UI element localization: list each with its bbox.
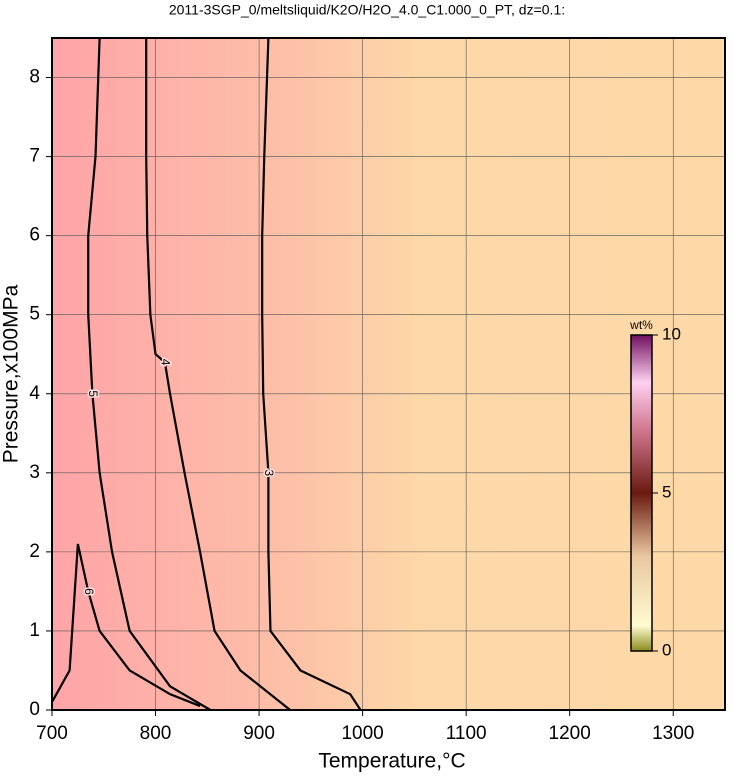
- y-tick-label: 6: [29, 225, 40, 246]
- contour-line: [145, 38, 291, 711]
- y-axis-label: Pressure,x100MPa: [0, 284, 23, 463]
- plot-background: [52, 38, 725, 710]
- y-tick-label: 0: [29, 699, 40, 720]
- x-axis-label: Temperature,°C: [318, 750, 465, 773]
- x-tick-label: 900: [243, 723, 275, 744]
- x-tick-label: 1200: [549, 723, 591, 744]
- contour-line: [51, 543, 201, 708]
- contour-line: [87, 37, 211, 711]
- colorbar-tick-label: 10: [662, 324, 681, 343]
- contour-label: 5: [86, 390, 100, 397]
- y-tick-label: 1: [29, 620, 40, 641]
- contour-label: 3: [262, 469, 276, 476]
- contour-label: 4: [159, 359, 173, 366]
- contour-label: 6: [82, 588, 96, 595]
- x-tick-label: 1300: [652, 723, 694, 744]
- y-tick-label: 8: [29, 67, 40, 88]
- colorbar-tick-label: 0: [662, 640, 671, 659]
- x-tick-label: 1100: [446, 723, 487, 744]
- x-tick-label: 700: [36, 723, 68, 744]
- y-tick-label: 4: [29, 383, 40, 404]
- colorbar-tick-label: 5: [662, 482, 671, 501]
- contour-line: [261, 37, 362, 711]
- y-tick-label: 7: [29, 146, 40, 167]
- chart-title: 2011-3SGP_0/meltsliquid/K2O/H2O_4.0_C1.0…: [169, 2, 565, 18]
- x-tick-label: 1000: [341, 723, 383, 744]
- colorbar-label: wt%: [629, 318, 653, 332]
- plot-frame: [51, 37, 726, 711]
- y-tick-label: 3: [29, 462, 40, 483]
- colorbar: [630, 334, 653, 652]
- x-tick-label: 800: [140, 723, 172, 744]
- y-tick-label: 2: [29, 541, 40, 562]
- y-tick-label: 5: [29, 304, 40, 325]
